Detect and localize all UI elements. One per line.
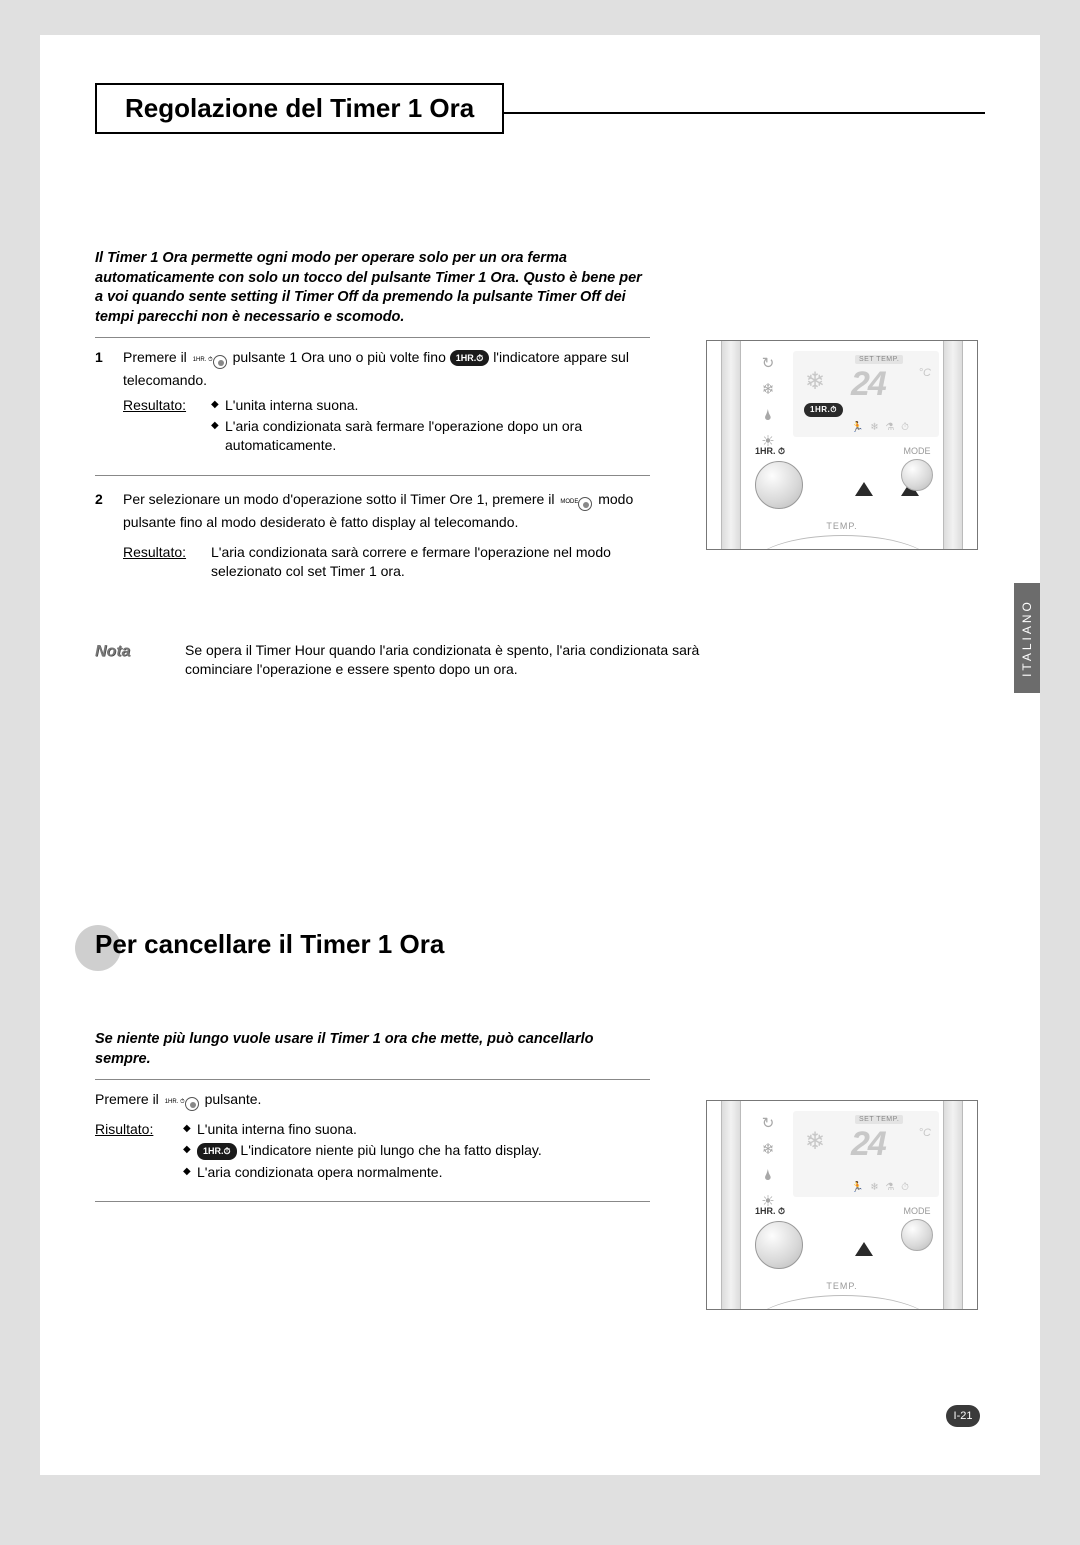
dry-mode-icon: 🌢	[759, 1167, 777, 1185]
one-hour-button-icon: 1HR. ⏱	[193, 352, 227, 371]
step2-text-pre: Per selezionare un modo d'operazione sot…	[123, 491, 554, 507]
step-number: 1	[95, 348, 123, 456]
divider	[95, 1201, 650, 1202]
one-hour-button-icon: 1HR. ⏱	[165, 1094, 199, 1114]
result-bullet: 1HR.⏱ L'indicatore niente più lungo che …	[183, 1141, 650, 1161]
remote-illustration: ↻ ❄ 🌢 ☀ SET TEMP. ❄ 24 °C 🏃 ❄ ⚗ ⏱ 1HR. ⏱	[706, 1100, 978, 1310]
result-row: Risultato: L'unita interna fino suona. 1…	[95, 1120, 650, 1185]
temp-label: TEMP.	[826, 1281, 857, 1291]
lcd-temperature: 24	[851, 365, 885, 404]
step-1: 1 Premere il 1HR. ⏱ pulsante 1 Ora uno o…	[95, 348, 650, 456]
result-row: Resultato: L'unita interna suona. L'aria…	[123, 396, 650, 457]
step-2: 2 Per selezionare un modo d'operazione s…	[95, 490, 650, 582]
dry-mode-icon: 🌢	[759, 407, 777, 425]
cancel-pre: Premere il	[95, 1091, 159, 1107]
result-label: Risultato:	[95, 1120, 183, 1185]
lcd-temperature: 24	[851, 1125, 885, 1164]
one-hour-button[interactable]	[755, 1221, 803, 1269]
one-hour-label: 1HR. ⏱	[755, 1206, 819, 1217]
note-label: Nota	[95, 641, 185, 679]
cool-mode-icon: ❄	[759, 1141, 777, 1159]
result-bullets: L'unita interna suona. L'aria condiziona…	[211, 396, 650, 457]
remote-frame-right	[943, 1101, 963, 1309]
one-hour-indicator-icon: 1HR.⏱	[197, 1143, 237, 1160]
lcd-snowflake-icon: ❄	[805, 367, 837, 399]
page-title: Regolazione del Timer 1 Ora	[125, 93, 474, 123]
cancel-step: Premere il 1HR. ⏱ pulsante. Risultato: L…	[95, 1090, 650, 1184]
divider	[95, 337, 650, 338]
divider	[95, 475, 650, 476]
note-row: Nota Se opera il Timer Hour quando l'ari…	[95, 641, 705, 679]
intro2-paragraph: Se niente più lungo vuole usare il Timer…	[95, 1030, 650, 1069]
page-title-box: Regolazione del Timer 1 Ora	[95, 83, 504, 134]
cool-mode-icon: ❄	[759, 381, 777, 399]
mode-label: MODE	[887, 446, 947, 456]
step1-text-pre: Premere il	[123, 349, 187, 365]
one-hour-label: 1HR. ⏱	[755, 446, 819, 457]
temp-dial-edge	[751, 535, 935, 550]
result-label: Resultato:	[123, 396, 211, 457]
mode-button[interactable]	[901, 459, 933, 491]
language-tab: ITALIANO	[1014, 583, 1040, 693]
remote-lcd: SET TEMP. ❄ 24 °C 🏃 ❄ ⚗ ⏱	[793, 1111, 939, 1197]
result-bullet: L'aria condizionata sarà fermare l'opera…	[211, 417, 650, 455]
arrow-up-icon	[855, 482, 873, 496]
step-body: Per selezionare un modo d'operazione sot…	[123, 490, 650, 582]
mode-button-icon: MODE	[560, 494, 592, 513]
mode-icons-column: ↻ ❄ 🌢 ☀	[759, 355, 777, 451]
remote-button-row: 1HR. ⏱ MODE	[755, 446, 947, 509]
lcd-set-temp-label: SET TEMP.	[855, 355, 903, 364]
one-hour-indicator-icon: 1HR.⏱	[450, 350, 490, 366]
lcd-set-temp-label: SET TEMP.	[855, 1115, 903, 1124]
remote-button-row: 1HR. ⏱ MODE	[755, 1206, 947, 1269]
remote-frame-left	[721, 1101, 741, 1309]
step-body: Premere il 1HR. ⏱ pulsante 1 Ora uno o p…	[123, 348, 650, 456]
one-hour-button[interactable]	[755, 461, 803, 509]
result-bullet: L'unita interna suona.	[211, 396, 650, 415]
temp-label: TEMP.	[826, 521, 857, 531]
intro-paragraph: Il Timer 1 Ora permette ogni modo per op…	[95, 249, 650, 327]
mode-icons-column: ↻ ❄ 🌢 ☀	[759, 1115, 777, 1211]
lcd-bottom-icons: 🏃 ❄ ⚗ ⏱	[851, 1182, 911, 1193]
auto-mode-icon: ↻	[759, 1115, 777, 1133]
mode-label: MODE	[887, 1206, 947, 1216]
page-number: I-21	[946, 1405, 980, 1427]
subheading-wrap: Per cancellare il Timer 1 Ora	[95, 929, 985, 975]
remote-frame-right	[943, 341, 963, 549]
lcd-celsius: °C	[919, 1127, 931, 1139]
result-row: Resultato: L'aria condizionata sarà corr…	[123, 543, 650, 581]
language-tab-text: ITALIANO	[1020, 599, 1034, 677]
lcd-snowflake-icon: ❄	[805, 1127, 837, 1159]
remote-illustration: ↻ ❄ 🌢 ☀ SET TEMP. ❄ 24 °C 1HR.⏱ 🏃 ❄ ⚗ ⏱ …	[706, 340, 978, 550]
divider	[95, 1079, 650, 1080]
result-label: Resultato:	[123, 543, 211, 581]
temp-dial-edge	[751, 1295, 935, 1310]
step-number: 2	[95, 490, 123, 582]
manual-page: Regolazione del Timer 1 Ora Il Timer 1 O…	[40, 35, 1040, 1475]
subheading: Per cancellare il Timer 1 Ora	[95, 929, 985, 960]
step1-text-mid: pulsante 1 Ora uno o più volte fino	[233, 349, 446, 365]
mode-button[interactable]	[901, 1219, 933, 1251]
result-bullet: L'unita interna fino suona.	[183, 1120, 650, 1140]
result-bullets: L'unita interna fino suona. 1HR.⏱ L'indi…	[183, 1120, 650, 1185]
auto-mode-icon: ↻	[759, 355, 777, 373]
cancel-b2-text: L'indicatore niente più lungo che ha fat…	[240, 1142, 541, 1158]
result-text: L'aria condizionata sarà correre e ferma…	[211, 543, 650, 581]
result-bullet: L'aria condizionata opera normalmente.	[183, 1163, 650, 1183]
lcd-bottom-icons: 🏃 ❄ ⚗ ⏱	[851, 422, 911, 433]
note-text: Se opera il Timer Hour quando l'aria con…	[185, 641, 705, 679]
lcd-celsius: °C	[919, 367, 931, 379]
arrow-up-icon	[855, 1242, 873, 1256]
remote-frame-left	[721, 341, 741, 549]
cancel-post: pulsante.	[205, 1091, 262, 1107]
lcd-one-hour-indicator: 1HR.⏱	[804, 403, 843, 417]
remote-lcd: SET TEMP. ❄ 24 °C 1HR.⏱ 🏃 ❄ ⚗ ⏱	[793, 351, 939, 437]
